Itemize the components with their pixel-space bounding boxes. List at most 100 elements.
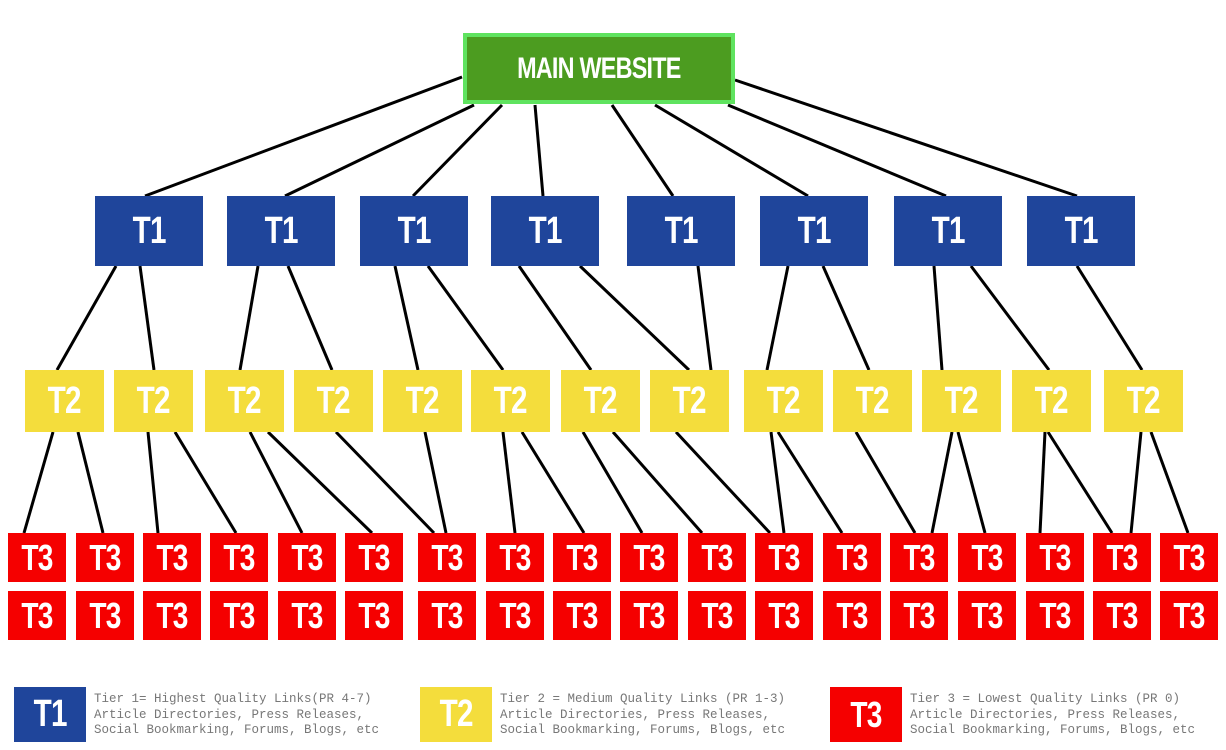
legend-t1-badge: T1 xyxy=(14,687,86,742)
tier2-node-label: T2 xyxy=(944,379,979,422)
tier1-node-label: T1 xyxy=(664,209,698,252)
legend-t3-badge: T3 xyxy=(830,687,902,742)
tier3-node: T3 xyxy=(143,533,201,582)
tier3-node: T3 xyxy=(688,591,746,640)
tier1-node-label: T1 xyxy=(931,209,965,252)
tier2-node: T2 xyxy=(294,370,373,432)
tier3-node-label: T3 xyxy=(633,594,665,636)
legend-line: Article Directories, Press Releases, xyxy=(94,707,365,722)
connector-line xyxy=(1038,431,1047,534)
tier3-node: T3 xyxy=(76,533,134,582)
tier3-node-label: T3 xyxy=(768,536,800,578)
tier3-node-label: T3 xyxy=(156,594,188,636)
connector-line xyxy=(423,431,448,534)
connector-line xyxy=(696,265,713,371)
tier2-node-label: T2 xyxy=(405,379,440,422)
connector-line xyxy=(533,104,545,197)
tier2-node: T2 xyxy=(561,370,640,432)
tier3-node: T3 xyxy=(8,591,66,640)
connector-line xyxy=(286,265,334,371)
tier3-node-label: T3 xyxy=(1173,536,1205,578)
legend-line: Social Bookmarking, Forums, Blogs, etc xyxy=(910,723,1196,737)
tier3-node: T3 xyxy=(823,533,881,582)
tier1-node: T1 xyxy=(95,196,203,266)
tier3-node-label: T3 xyxy=(903,594,935,636)
tier2-node-label: T2 xyxy=(855,379,890,422)
tier3-node: T3 xyxy=(958,591,1016,640)
tier3-node-label: T3 xyxy=(358,594,390,636)
tier1-node-label: T1 xyxy=(397,209,431,252)
connector-line xyxy=(611,431,704,534)
tier3-node-label: T3 xyxy=(89,536,121,578)
tier3-node-label: T3 xyxy=(971,536,1003,578)
legend-t2-badge: T2 xyxy=(420,687,492,742)
connector-line xyxy=(517,265,593,371)
tier2-node-label: T2 xyxy=(227,379,262,422)
connector-line xyxy=(581,431,644,534)
tier1-node: T1 xyxy=(360,196,468,266)
tier3-node-label: T3 xyxy=(566,536,598,578)
tier3-node-label: T3 xyxy=(431,594,463,636)
connector-line xyxy=(1046,431,1114,534)
tier3-node-label: T3 xyxy=(156,536,188,578)
tier3-node-label: T3 xyxy=(1106,536,1138,578)
connector-line xyxy=(76,431,105,534)
tier3-node-label: T3 xyxy=(291,594,323,636)
tier3-node: T3 xyxy=(418,533,476,582)
tier3-node: T3 xyxy=(278,533,336,582)
tier3-node-label: T3 xyxy=(903,536,935,578)
tier3-node: T3 xyxy=(143,591,201,640)
tier3-node-label: T3 xyxy=(499,594,531,636)
tier3-node-label: T3 xyxy=(1039,536,1071,578)
tier3-node: T3 xyxy=(890,533,948,582)
connector-line xyxy=(769,431,786,534)
tier3-node: T3 xyxy=(1160,533,1218,582)
tier2-node-label: T2 xyxy=(583,379,618,422)
legend-line: Tier 2 = Medium Quality Links (PR 1-3) xyxy=(500,692,786,706)
tier3-node: T3 xyxy=(620,533,678,582)
connector-line xyxy=(520,431,586,534)
legend-t2-badge-label: T2 xyxy=(439,693,473,735)
connector-line xyxy=(334,430,436,535)
tier2-node: T2 xyxy=(205,370,284,432)
legend-line: Article Directories, Press Releases, xyxy=(910,707,1181,722)
tier2-node-label: T2 xyxy=(766,379,801,422)
tier1-node: T1 xyxy=(491,196,599,266)
tier2-node: T2 xyxy=(650,370,729,432)
connector-line xyxy=(854,431,917,534)
connector-line xyxy=(734,78,1078,198)
tier3-node-label: T3 xyxy=(566,594,598,636)
tier3-node: T3 xyxy=(345,533,403,582)
tier3-node-label: T3 xyxy=(701,594,733,636)
tier1-node: T1 xyxy=(1027,196,1135,266)
tier2-node: T2 xyxy=(744,370,823,432)
tier3-node: T3 xyxy=(1026,533,1084,582)
tier3-node: T3 xyxy=(8,533,66,582)
connector-line xyxy=(248,431,304,534)
tier3-node: T3 xyxy=(890,591,948,640)
tier3-node: T3 xyxy=(486,533,544,582)
tier2-node-label: T2 xyxy=(316,379,351,422)
tier3-node-label: T3 xyxy=(836,536,868,578)
legend-t3-badge-label: T3 xyxy=(850,693,882,735)
tier2-node-label: T2 xyxy=(493,379,528,422)
tier1-node: T1 xyxy=(227,196,335,266)
tier1-node-label: T1 xyxy=(797,209,831,252)
tier3-node: T3 xyxy=(76,591,134,640)
connector-line xyxy=(138,265,156,371)
tier1-node-label: T1 xyxy=(1064,209,1098,252)
tier2-node-label: T2 xyxy=(672,379,707,422)
tier3-node-label: T3 xyxy=(633,536,665,578)
connector-line xyxy=(1149,431,1190,534)
tier3-node: T3 xyxy=(1093,591,1151,640)
tier3-node: T3 xyxy=(210,591,268,640)
connector-line xyxy=(426,265,505,371)
connector-line xyxy=(610,104,675,197)
tier3-node-label: T3 xyxy=(701,536,733,578)
tier1-node: T1 xyxy=(760,196,868,266)
connector-line xyxy=(238,265,260,371)
tier3-node-label: T3 xyxy=(768,594,800,636)
tier1-node: T1 xyxy=(894,196,1002,266)
legend-line: Tier 3 = Lowest Quality Links (PR 0) xyxy=(910,692,1181,706)
